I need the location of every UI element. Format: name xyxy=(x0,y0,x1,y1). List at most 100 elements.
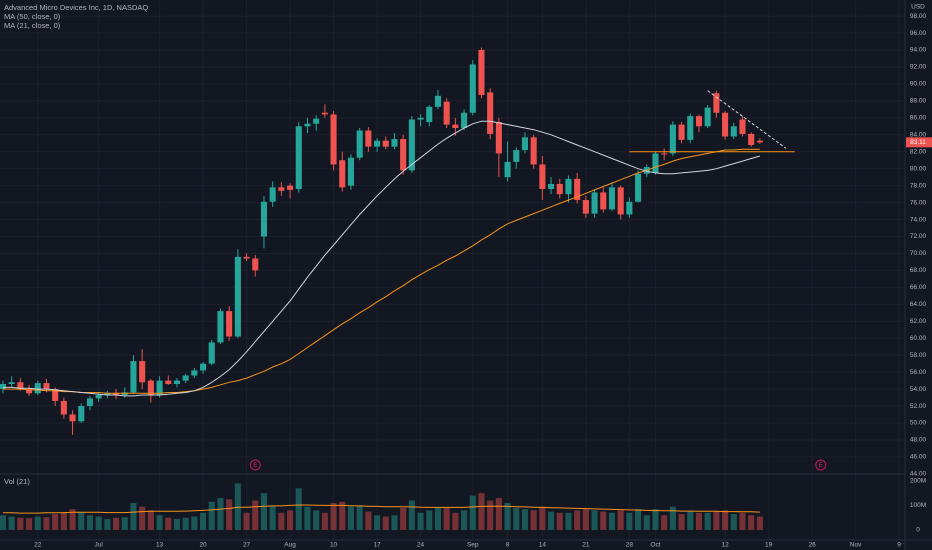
volume-legend: Vol (21) xyxy=(4,477,30,486)
candle-body xyxy=(191,370,198,376)
volume-bar xyxy=(652,509,659,530)
x-tick-label: Oct xyxy=(650,542,660,549)
candle-body xyxy=(287,185,294,190)
candle-body xyxy=(730,126,737,137)
candle-body xyxy=(408,119,415,171)
candle-body xyxy=(608,187,616,210)
y-tick-label: 74.00 xyxy=(910,216,927,223)
candle-body xyxy=(347,157,355,186)
candle-body xyxy=(34,383,41,394)
candle-body xyxy=(434,95,442,107)
x-tick-label: 17 xyxy=(373,542,381,549)
volume-bar xyxy=(608,512,616,530)
volume-bar xyxy=(713,511,720,530)
x-tick-label: Sep xyxy=(467,542,479,549)
volume-bar xyxy=(243,512,250,530)
volume-bar xyxy=(434,507,442,530)
candle-body xyxy=(217,311,224,343)
candle-body xyxy=(182,375,189,381)
candle-body xyxy=(391,139,398,147)
candle-body xyxy=(521,137,529,151)
volume-bar xyxy=(17,517,24,530)
volume-bar xyxy=(43,517,50,530)
candle-body xyxy=(243,256,250,259)
candle-body xyxy=(478,50,485,95)
volume-bar xyxy=(487,500,494,530)
x-tick-label: 28 xyxy=(626,542,634,549)
trend-line xyxy=(707,90,787,149)
y-tick-label: 64.00 xyxy=(910,301,927,308)
candle-body xyxy=(130,361,137,393)
volume-bar xyxy=(52,514,59,530)
volume-bar xyxy=(313,510,320,530)
candle-body xyxy=(661,153,668,155)
candle-body xyxy=(295,126,302,190)
y-tick-label: 76.00 xyxy=(910,199,927,206)
volume-bar xyxy=(147,510,154,530)
volume-bar xyxy=(321,512,328,530)
volume-bar xyxy=(374,515,381,530)
volume-bar xyxy=(269,505,276,530)
candle-body xyxy=(574,178,581,201)
x-tick-label: 22 xyxy=(34,542,42,549)
event-label: E xyxy=(819,463,823,469)
volume-bar xyxy=(330,502,337,530)
volume-bar xyxy=(226,499,233,530)
volume-bar xyxy=(443,507,450,530)
candle-body xyxy=(43,383,50,390)
volume-bar xyxy=(704,512,711,530)
candle-body xyxy=(530,137,537,165)
y-tick-label: 96.00 xyxy=(910,30,927,37)
candle-body xyxy=(234,256,241,337)
volume-bar xyxy=(173,518,181,530)
y-tick-label: 88.00 xyxy=(910,98,927,105)
volume-bar xyxy=(695,512,703,530)
volume-bar xyxy=(113,517,120,530)
candle-body xyxy=(200,363,207,371)
x-tick-label: 24 xyxy=(417,542,425,549)
volume-bar xyxy=(365,511,372,530)
candle-body xyxy=(260,201,268,237)
y-tick-label: 54.00 xyxy=(910,386,927,393)
volume-bar xyxy=(539,506,546,530)
y-tick-label: 46.00 xyxy=(910,454,927,461)
y-tick-label: 86.00 xyxy=(910,115,927,122)
volume-bar xyxy=(565,512,572,530)
candle-body xyxy=(591,192,598,214)
candle-body xyxy=(356,130,363,158)
volume-bar xyxy=(722,510,729,530)
legend-entry: MA (50, close, 0) xyxy=(4,12,61,21)
x-tick-label: 12 xyxy=(721,542,729,549)
x-tick-label: 8 xyxy=(506,542,510,549)
candle-body xyxy=(374,140,381,147)
volume-bar xyxy=(635,509,642,530)
y-tick-label: 84.00 xyxy=(910,131,927,138)
x-tick-label: 27 xyxy=(243,542,251,549)
y-tick-label: 98.00 xyxy=(910,13,927,20)
y-tick-label: 50.00 xyxy=(910,420,927,427)
volume-bar xyxy=(513,507,520,530)
candle-body xyxy=(173,380,181,384)
volume-bar xyxy=(339,501,346,530)
volume-bar xyxy=(182,517,189,530)
x-tick-label: 9 xyxy=(897,542,901,549)
candle-body xyxy=(600,192,607,210)
event-label: E xyxy=(253,463,257,469)
volume-bar xyxy=(400,507,407,530)
volume-bar xyxy=(191,516,198,530)
candle-body xyxy=(513,150,520,162)
x-tick-label: Jul xyxy=(95,542,104,549)
candle-body xyxy=(26,389,33,394)
candle-body xyxy=(635,173,642,202)
y-tick-label: 70.00 xyxy=(910,250,927,257)
candle-body xyxy=(147,380,154,396)
volume-bar xyxy=(504,502,511,530)
candle-body xyxy=(278,187,285,191)
y-tick-label: 72.00 xyxy=(910,233,927,240)
volume-bar xyxy=(130,502,137,530)
candle-body xyxy=(165,380,172,384)
candle-body xyxy=(78,406,85,422)
volume-tick-label: 200M xyxy=(910,478,926,485)
volume-bar xyxy=(408,500,415,530)
volume-bar xyxy=(591,510,598,530)
